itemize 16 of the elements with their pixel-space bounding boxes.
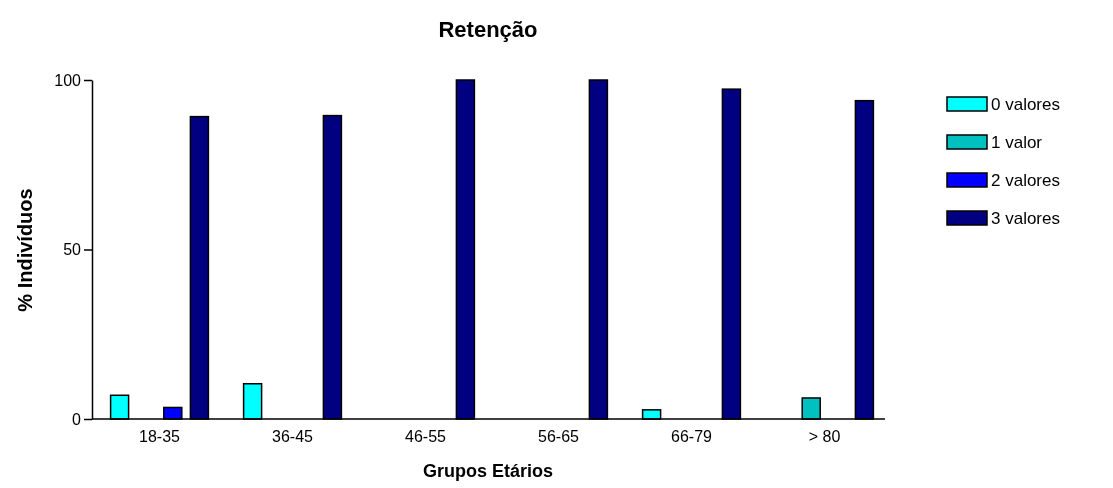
x-axis-title: Grupos Etários bbox=[422, 461, 554, 481]
x-tick-label: 56-65 bbox=[538, 428, 580, 446]
x-tick-label: > 80 bbox=[808, 428, 841, 446]
x-tick-label: 46-55 bbox=[405, 428, 447, 446]
x-tick-label: 36-45 bbox=[272, 428, 314, 446]
legend-label: 3 valores bbox=[991, 209, 1060, 228]
y-tick-label: 100 bbox=[54, 71, 82, 89]
y-tick-label: 0 bbox=[72, 410, 82, 428]
chart-title: Retenção bbox=[438, 17, 538, 42]
legend-label: 2 valores bbox=[991, 171, 1060, 190]
y-axis-title: % Indivíduos bbox=[14, 188, 36, 312]
x-tick-label: 18-35 bbox=[139, 428, 181, 446]
x-tick-label: 66-79 bbox=[671, 428, 713, 446]
legend-label: 0 valores bbox=[991, 95, 1060, 114]
y-tick-label: 50 bbox=[63, 241, 82, 259]
legend-label: 1 valor bbox=[991, 133, 1043, 152]
